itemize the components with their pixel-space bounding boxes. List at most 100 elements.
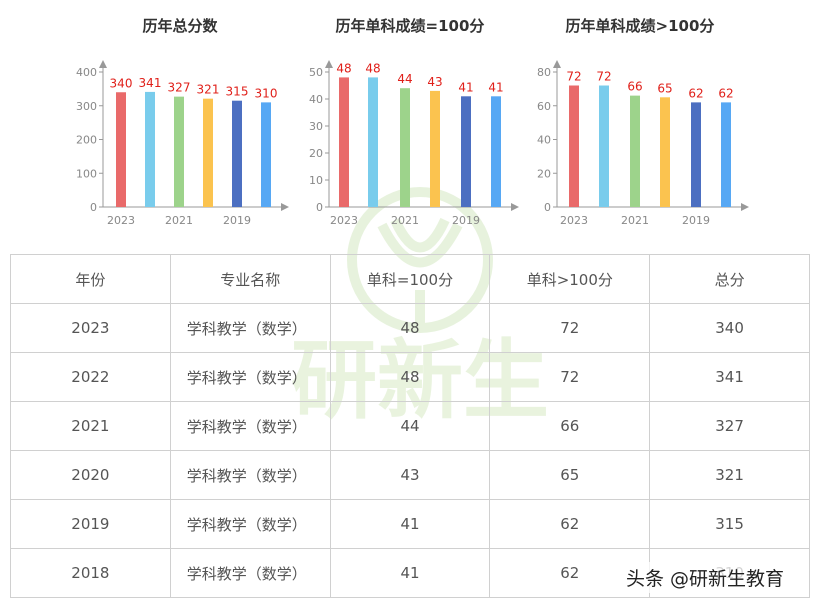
bar	[339, 77, 349, 208]
y-axis-arrow	[553, 60, 561, 68]
bar	[116, 92, 126, 207]
bar	[721, 102, 731, 207]
cell-single-eq100: 44	[329, 401, 491, 451]
data-label: 62	[688, 86, 703, 100]
data-label: 41	[488, 80, 503, 94]
data-label: 41	[458, 80, 473, 94]
x-tick-label: 2023	[107, 214, 135, 227]
cell-major: 学科教学（数学）	[169, 499, 331, 549]
cell-single-eq100: 48	[329, 303, 491, 353]
cell-year: 2019	[10, 499, 171, 549]
bar	[174, 96, 184, 207]
score-table: 年份 专业名称 单科=100分 单科>100分 总分 2023 学科教学（数学）…	[10, 254, 810, 598]
bar	[203, 98, 213, 207]
y-tick-label: 20	[537, 167, 551, 180]
cell-single-gt100: 65	[489, 450, 651, 500]
y-tick-label: 40	[309, 93, 323, 106]
cell-major: 学科教学（数学）	[169, 450, 331, 500]
data-label: 43	[427, 75, 442, 89]
header-major: 专业名称	[169, 254, 331, 304]
data-label: 48	[336, 61, 351, 75]
footer-credit: 头条 @研新生教育	[618, 562, 793, 593]
cell-single-eq100: 41	[329, 548, 491, 598]
cell-year: 2018	[10, 548, 171, 598]
cell-major: 学科教学（数学）	[169, 303, 331, 353]
y-tick-label: 80	[537, 66, 551, 79]
bar	[461, 96, 471, 207]
data-label: 66	[627, 80, 642, 94]
y-tick-label: 60	[537, 100, 551, 113]
cell-single-gt100: 72	[489, 352, 651, 402]
x-tick-label: 2019	[223, 214, 251, 227]
bar	[232, 100, 242, 207]
y-tick-label: 300	[76, 100, 97, 113]
header-year: 年份	[10, 254, 171, 304]
bar	[630, 95, 640, 207]
y-tick-label: 400	[76, 66, 97, 79]
y-tick-label: 0	[90, 201, 97, 214]
data-label: 310	[255, 86, 278, 100]
cell-single-eq100: 43	[329, 450, 491, 500]
data-label: 72	[566, 70, 581, 84]
data-label: 48	[365, 61, 380, 75]
data-label: 62	[718, 86, 733, 100]
data-label: 44	[397, 72, 412, 86]
bar	[569, 85, 579, 207]
x-axis-arrow	[281, 203, 289, 211]
y-axis-arrow	[99, 60, 107, 68]
x-tick-label: 2023	[330, 214, 358, 227]
chart-title: 历年总分数	[142, 17, 218, 35]
cell-total: 340	[649, 303, 810, 353]
bar	[430, 90, 440, 207]
cell-single-eq100: 41	[329, 499, 491, 549]
cell-year: 2021	[10, 401, 171, 451]
cell-total: 341	[649, 352, 810, 402]
y-axis-arrow	[325, 60, 333, 68]
data-label: 315	[226, 85, 249, 99]
data-label: 321	[197, 83, 220, 97]
y-tick-label: 30	[309, 120, 323, 133]
x-tick-label: 2019	[452, 214, 480, 227]
cell-year: 2022	[10, 352, 171, 402]
y-tick-label: 20	[309, 147, 323, 160]
data-label: 327	[168, 81, 191, 95]
bar	[368, 77, 378, 208]
cell-total: 321	[649, 450, 810, 500]
x-tick-label: 2019	[682, 214, 710, 227]
bar	[691, 102, 701, 207]
cell-year: 2023	[10, 303, 171, 353]
x-axis-arrow	[741, 203, 749, 211]
table-row: 2022 学科教学（数学） 48 72 341	[10, 352, 810, 402]
x-tick-label: 2021	[391, 214, 419, 227]
table-row: 2019 学科教学（数学） 41 62 315	[10, 499, 810, 549]
y-tick-label: 0	[544, 201, 551, 214]
bar	[261, 102, 271, 207]
y-tick-label: 100	[76, 167, 97, 180]
cell-total: 315	[649, 499, 810, 549]
cell-single-eq100: 48	[329, 352, 491, 402]
y-tick-label: 50	[309, 66, 323, 79]
y-tick-label: 10	[309, 174, 323, 187]
bar	[145, 91, 155, 207]
chart-title: 历年单科成绩=100分	[336, 17, 485, 35]
cell-year: 2020	[10, 450, 171, 500]
table-row: 2020 学科教学（数学） 43 65 321	[10, 450, 810, 500]
cell-single-gt100: 62	[489, 499, 651, 549]
cell-single-gt100: 66	[489, 401, 651, 451]
cell-major: 学科教学（数学）	[169, 548, 331, 598]
x-tick-label: 2023	[560, 214, 588, 227]
cell-single-gt100: 72	[489, 303, 651, 353]
bar	[599, 85, 609, 207]
data-label: 341	[139, 76, 162, 90]
bar	[491, 96, 501, 207]
cell-major: 学科教学（数学）	[169, 352, 331, 402]
bar	[660, 97, 670, 207]
x-tick-label: 2021	[165, 214, 193, 227]
cell-total: 327	[649, 401, 810, 451]
y-tick-label: 200	[76, 134, 97, 147]
data-label: 340	[110, 76, 133, 90]
table-row: 2023 学科教学（数学） 48 72 340	[10, 303, 810, 353]
y-tick-label: 0	[316, 201, 323, 214]
bar	[400, 88, 410, 207]
